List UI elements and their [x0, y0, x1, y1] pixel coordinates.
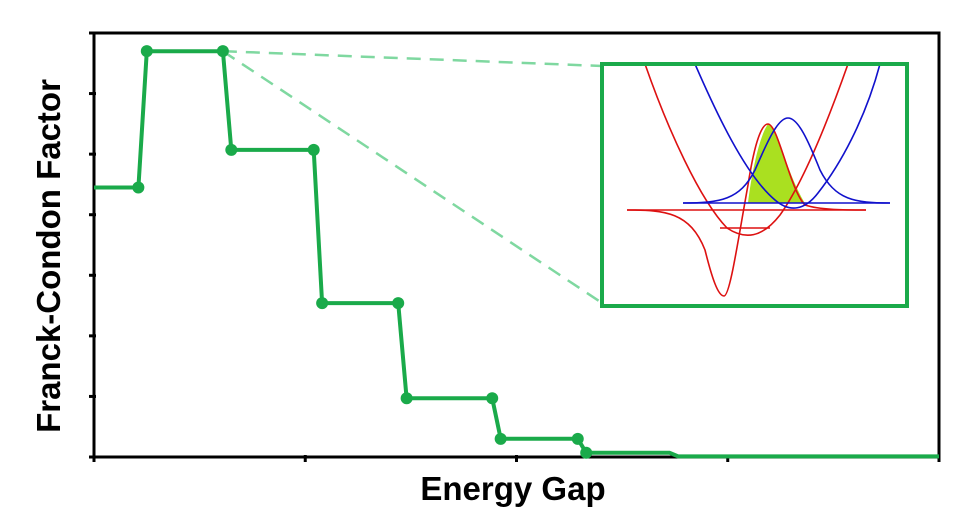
data-point [225, 143, 238, 156]
data-point [400, 392, 413, 405]
inset-callout-line-top [222, 49, 603, 68]
data-point [580, 446, 593, 459]
y-axis-label: Franck-Condon Factor [30, 79, 67, 433]
data-point [140, 45, 153, 58]
upper-potential-curve [694, 64, 881, 209]
lower-wavefunction [626, 123, 867, 297]
data-point [216, 45, 229, 58]
data-point [494, 432, 507, 445]
lower-potential-curve [644, 64, 849, 236]
data-point [307, 143, 320, 156]
inset-potential-diagram [600, 62, 909, 308]
data-point [132, 181, 145, 194]
inset-border [600, 62, 909, 308]
data-point [571, 432, 584, 445]
inset-callout-line-bottom [222, 50, 603, 305]
series-line [94, 49, 939, 459]
series-points [132, 45, 593, 459]
data-point [316, 297, 329, 310]
data-point [392, 297, 405, 310]
x-axis-label: Energy Gap [420, 470, 605, 507]
data-point [486, 392, 499, 405]
overlap-region [748, 124, 805, 203]
upper-wavefunction [682, 117, 891, 204]
